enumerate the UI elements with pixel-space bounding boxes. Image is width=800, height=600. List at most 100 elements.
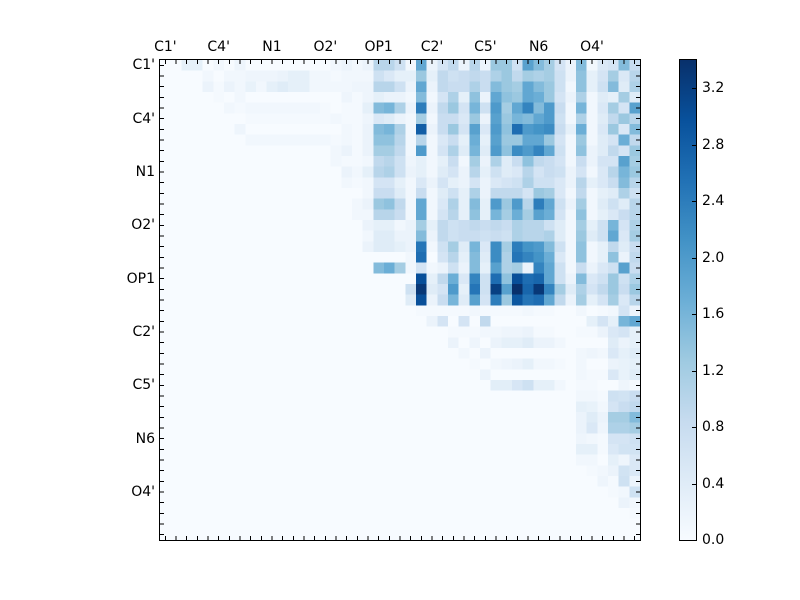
heatmap-cell xyxy=(373,166,385,178)
heatmap-cell xyxy=(501,433,513,445)
heatmap-cell xyxy=(288,198,300,210)
heatmap-cell xyxy=(618,497,630,509)
heatmap-cell xyxy=(192,177,204,189)
heatmap-cell xyxy=(618,518,630,530)
heatmap-cell xyxy=(501,465,513,477)
heatmap-cell xyxy=(224,81,236,93)
heatmap-cell xyxy=(405,156,417,168)
heatmap-cell xyxy=(490,124,502,136)
heatmap-cell xyxy=(373,198,385,210)
heatmap-cell xyxy=(544,369,556,381)
heatmap-cell xyxy=(394,508,406,520)
heatmap-cell xyxy=(522,465,534,477)
heatmap-cell xyxy=(288,305,300,317)
heatmap-cell xyxy=(245,465,257,477)
heatmap-cell xyxy=(405,134,417,146)
heatmap-cell xyxy=(288,81,300,93)
heatmap-cell xyxy=(373,273,385,285)
heatmap-cell xyxy=(288,70,300,82)
heatmap-cell xyxy=(576,476,588,488)
heatmap-cell xyxy=(522,241,534,253)
heatmap-cell xyxy=(576,156,588,168)
heatmap-cell xyxy=(448,145,460,157)
heatmap-cell xyxy=(320,401,332,413)
heatmap-cell xyxy=(501,294,513,306)
heatmap-cell xyxy=(181,433,193,445)
heatmap-cell xyxy=(480,284,492,296)
heatmap-cell xyxy=(192,412,204,424)
heatmap-cell xyxy=(202,177,214,189)
heatmap-cell xyxy=(458,102,470,114)
heatmap-cell xyxy=(277,166,289,178)
heatmap-cell xyxy=(352,134,364,146)
heatmap-cell xyxy=(256,241,268,253)
heatmap-cell xyxy=(341,326,353,338)
heatmap-cell xyxy=(320,305,332,317)
heatmap-cell xyxy=(352,252,364,264)
x-tick-label: C2' xyxy=(420,39,444,55)
heatmap-cell xyxy=(576,145,588,157)
heatmap-cell xyxy=(202,60,214,72)
heatmap-cell xyxy=(277,369,289,381)
heatmap-cell xyxy=(352,241,364,253)
heatmap-cell xyxy=(608,358,620,370)
heatmap-cell xyxy=(416,113,428,125)
heatmap-cell xyxy=(277,262,289,274)
heatmap-cell xyxy=(469,465,481,477)
heatmap-cell xyxy=(288,444,300,456)
heatmap-cell xyxy=(256,209,268,221)
heatmap-cell xyxy=(245,252,257,264)
heatmap-cell xyxy=(586,305,598,317)
heatmap-cell xyxy=(490,337,502,349)
heatmap-cell xyxy=(192,390,204,402)
heatmap-cell xyxy=(458,134,470,146)
heatmap-cell xyxy=(522,81,534,93)
heatmap-cell xyxy=(224,209,236,221)
heatmap-cell xyxy=(618,209,630,221)
heatmap-cell xyxy=(245,294,257,306)
heatmap-cell xyxy=(544,358,556,370)
heatmap-cell xyxy=(234,316,246,328)
heatmap-cell xyxy=(181,358,193,370)
heatmap-cell xyxy=(213,369,225,381)
heatmap-cell xyxy=(330,369,342,381)
heatmap-cell xyxy=(341,70,353,82)
heatmap-cell xyxy=(160,497,172,509)
heatmap-cell xyxy=(373,497,385,509)
heatmap-cell xyxy=(416,134,428,146)
heatmap-cell xyxy=(576,294,588,306)
heatmap-cell xyxy=(480,433,492,445)
heatmap-cell xyxy=(437,326,449,338)
heatmap-cell xyxy=(352,273,364,285)
heatmap-cell xyxy=(170,166,182,178)
heatmap-cell xyxy=(480,518,492,530)
heatmap-cell xyxy=(565,348,577,360)
heatmap-cell xyxy=(384,454,396,466)
heatmap-cell xyxy=(469,508,481,520)
heatmap-cell xyxy=(448,497,460,509)
heatmap-cell xyxy=(426,518,438,530)
heatmap-cell xyxy=(298,497,310,509)
heatmap-cell xyxy=(458,220,470,232)
heatmap-cell xyxy=(288,476,300,488)
heatmap-cell xyxy=(426,294,438,306)
heatmap-cell xyxy=(554,124,566,136)
heatmap-cell xyxy=(202,529,214,540)
heatmap-cell xyxy=(266,508,278,520)
heatmap-cell xyxy=(448,156,460,168)
heatmap-cell xyxy=(490,273,502,285)
heatmap-cell xyxy=(512,134,524,146)
heatmap-cell xyxy=(608,156,620,168)
heatmap-cell xyxy=(170,198,182,210)
heatmap-cell xyxy=(373,316,385,328)
heatmap-cell xyxy=(245,230,257,242)
heatmap-cell xyxy=(224,252,236,264)
heatmap-cell xyxy=(618,166,630,178)
heatmap-cell xyxy=(234,124,246,136)
heatmap-cell xyxy=(490,81,502,93)
heatmap-cell xyxy=(586,390,598,402)
heatmap-cell xyxy=(362,70,374,82)
heatmap-cell xyxy=(234,209,246,221)
heatmap-cell xyxy=(181,390,193,402)
heatmap-cell xyxy=(309,454,321,466)
